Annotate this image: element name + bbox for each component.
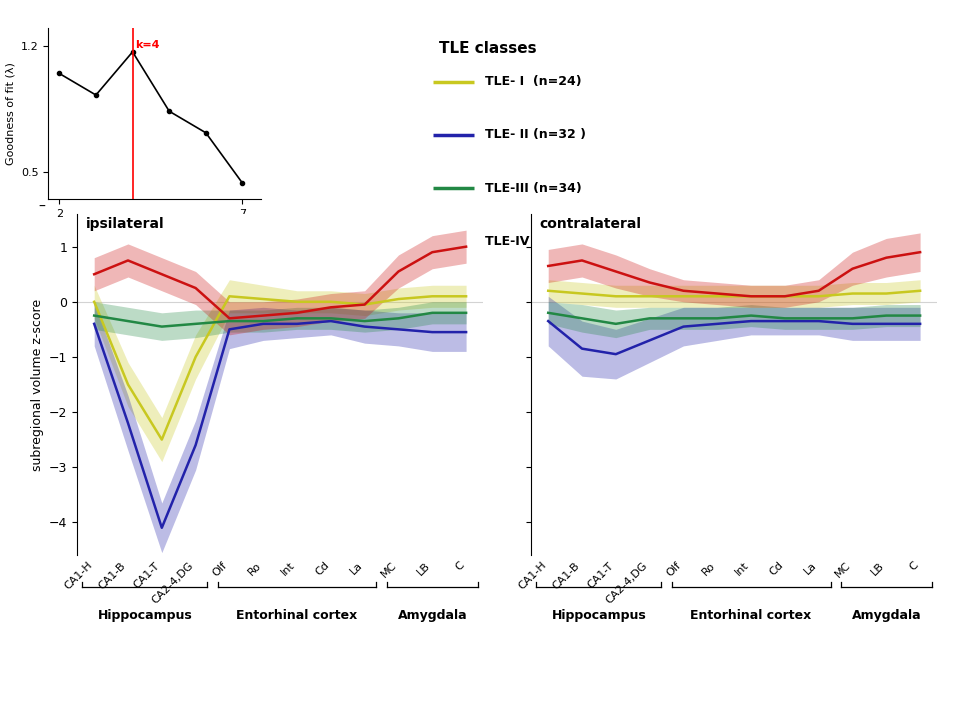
Text: Entorhinal cortex: Entorhinal cortex [237,609,357,622]
Text: Amygdala: Amygdala [851,609,922,622]
Text: contralateral: contralateral [539,217,641,231]
Text: Entorhinal cortex: Entorhinal cortex [691,609,811,622]
Text: Amygdala: Amygdala [397,609,468,622]
X-axis label: Number of classes: Number of classes [103,225,206,235]
Text: Hippocampus: Hippocampus [552,609,646,622]
Text: TLE-III (n=34): TLE-III (n=34) [485,182,582,195]
Text: TLE-IV (n=24): TLE-IV (n=24) [485,235,582,248]
Y-axis label: Goodness of fit (λ): Goodness of fit (λ) [5,63,15,165]
Y-axis label: subregional volume z-score: subregional volume z-score [31,298,43,471]
Text: Hippocampus: Hippocampus [98,609,192,622]
Text: k=4: k=4 [135,41,160,51]
Text: TLE- I  (n=24): TLE- I (n=24) [485,75,582,88]
Text: TLE- II (n=32 ): TLE- II (n=32 ) [485,128,585,142]
Text: TLE classes: TLE classes [439,41,536,56]
Text: –: – [39,199,45,214]
Text: ipsilateral: ipsilateral [85,217,164,231]
